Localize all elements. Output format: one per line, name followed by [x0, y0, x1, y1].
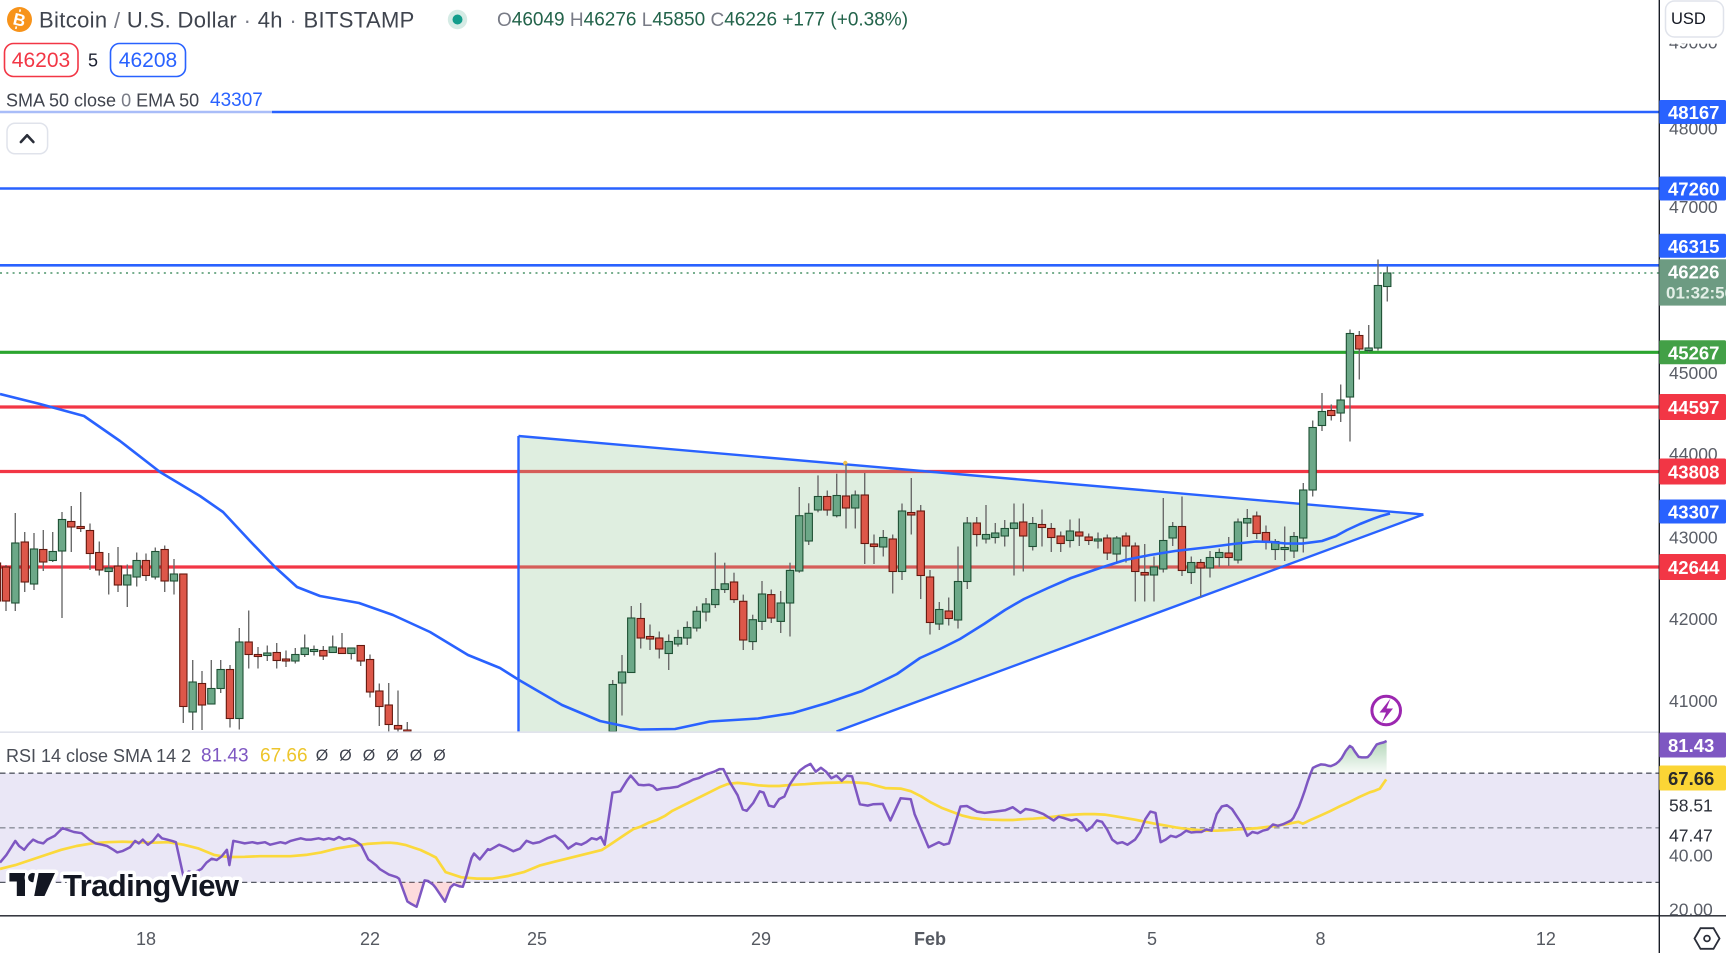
svg-text:43000: 43000	[1669, 528, 1718, 548]
svg-text:B: B	[11, 10, 27, 31]
svg-text:Ø: Ø	[410, 748, 422, 765]
svg-text:48167: 48167	[1668, 102, 1719, 123]
svg-text:18: 18	[136, 929, 156, 949]
svg-text:43307: 43307	[210, 90, 263, 111]
svg-text:25: 25	[527, 929, 547, 949]
svg-text:40.00: 40.00	[1669, 845, 1713, 865]
svg-text:5: 5	[88, 51, 98, 71]
svg-text:67.66: 67.66	[260, 746, 308, 767]
svg-text:RSI 14 close SMA 14 2: RSI 14 close SMA 14 2	[6, 746, 191, 766]
svg-text:43307: 43307	[1668, 502, 1719, 523]
svg-text:Feb: Feb	[914, 929, 946, 949]
svg-text:29: 29	[751, 929, 771, 949]
svg-text:81.43: 81.43	[1668, 735, 1714, 756]
svg-text:81.43: 81.43	[201, 746, 249, 767]
svg-text:45267: 45267	[1668, 342, 1719, 363]
svg-text:12: 12	[1536, 929, 1556, 949]
svg-text:46203: 46203	[12, 49, 70, 72]
svg-text:Ø: Ø	[339, 748, 351, 765]
svg-text:44597: 44597	[1668, 397, 1719, 418]
svg-text:O46049 H46276 L45850 C46226 +1: O46049 H46276 L45850 C46226 +177 (+0.38%…	[497, 10, 908, 31]
svg-text:41000: 41000	[1669, 691, 1718, 711]
svg-text:45000: 45000	[1669, 363, 1718, 383]
svg-text:5: 5	[1147, 929, 1157, 949]
svg-text:Ø: Ø	[316, 748, 328, 765]
svg-text:Ø: Ø	[433, 748, 445, 765]
svg-text:67.66: 67.66	[1668, 768, 1714, 789]
svg-text:Bitcoin / U.S. Dollar · 4h · B: Bitcoin / U.S. Dollar · 4h · BITSTAMP	[39, 8, 415, 33]
svg-text:47260: 47260	[1668, 179, 1719, 200]
svg-text:Ø: Ø	[386, 748, 398, 765]
svg-text:USD: USD	[1671, 10, 1706, 28]
svg-text:43808: 43808	[1668, 462, 1719, 483]
svg-text:8: 8	[1315, 929, 1325, 949]
svg-text:TradingView: TradingView	[63, 868, 240, 903]
svg-text:58.51: 58.51	[1669, 795, 1713, 815]
svg-text:20.00: 20.00	[1669, 900, 1713, 920]
svg-text:42000: 42000	[1669, 609, 1718, 629]
svg-text:SMA 50 close 0 EMA 50: SMA 50 close 0 EMA 50	[6, 91, 199, 111]
svg-text:47.47: 47.47	[1669, 825, 1713, 845]
svg-text:22: 22	[360, 929, 380, 949]
svg-text:46315: 46315	[1668, 236, 1719, 257]
svg-text:42644: 42644	[1668, 557, 1720, 578]
svg-text:01:32:56: 01:32:56	[1666, 284, 1726, 303]
svg-text:Ø: Ø	[363, 748, 375, 765]
svg-text:46226: 46226	[1668, 262, 1719, 283]
svg-text:46208: 46208	[119, 49, 177, 72]
svg-text:47000: 47000	[1669, 197, 1718, 217]
